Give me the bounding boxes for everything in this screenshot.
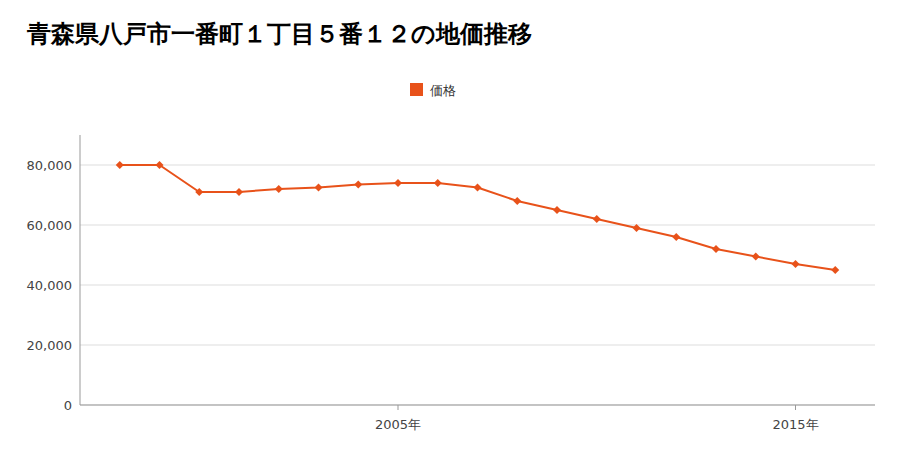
- title: 青森県八戸市一番町１丁目５番１２の地価推移: [26, 20, 532, 48]
- x-axis: 2005年 2015年: [375, 405, 819, 432]
- marker: [792, 260, 800, 268]
- x-axis-line: [80, 405, 875, 406]
- marker: [633, 224, 641, 232]
- marker: [513, 197, 521, 205]
- marker: [593, 215, 601, 223]
- marker: [712, 245, 720, 253]
- grid-line: [80, 165, 875, 166]
- marker: [275, 185, 283, 193]
- marker: [315, 184, 323, 192]
- grid-line: [80, 405, 875, 406]
- y-tick-label: 80,000: [27, 158, 73, 173]
- grid-line: [80, 225, 875, 226]
- grid-line: [80, 285, 875, 286]
- y-tick-label: 60,000: [27, 218, 73, 233]
- marker: [752, 253, 760, 261]
- marker: [394, 179, 402, 187]
- marker: [672, 233, 680, 241]
- marker: [474, 184, 482, 192]
- x-tick: [795, 405, 796, 410]
- y-tick-label: 20,000: [27, 338, 73, 353]
- marker: [156, 161, 164, 169]
- legend-label: 価格: [430, 83, 456, 98]
- y-axis: 0 20,000 40,000 60,000 80,000: [27, 158, 876, 413]
- x-tick-label: 2015年: [772, 417, 818, 432]
- legend-swatch: [410, 83, 423, 96]
- chart-container: 青森県八戸市一番町１丁目５番１２の地価推移 0 20,000 40,000 60,000…: [0, 0, 900, 450]
- y-axis-line: [80, 135, 81, 405]
- marker: [116, 161, 124, 169]
- marker: [553, 206, 561, 214]
- chart: 青森県八戸市一番町１丁目５番１２の地価推移 0 20,000 40,000 60,000…: [0, 0, 900, 450]
- marker: [434, 179, 442, 187]
- marker: [831, 266, 839, 274]
- grid-line: [80, 345, 875, 346]
- y-tick-label: 40,000: [27, 278, 73, 293]
- legend: 価格: [410, 83, 456, 98]
- marker: [235, 188, 243, 196]
- marker: [354, 181, 362, 189]
- x-tick: [398, 405, 399, 410]
- marker: [195, 188, 203, 196]
- y-tick-label: 0: [64, 398, 72, 413]
- x-tick-label: 2005年: [375, 417, 421, 432]
- line: [120, 165, 836, 270]
- plot-area: [116, 161, 840, 274]
